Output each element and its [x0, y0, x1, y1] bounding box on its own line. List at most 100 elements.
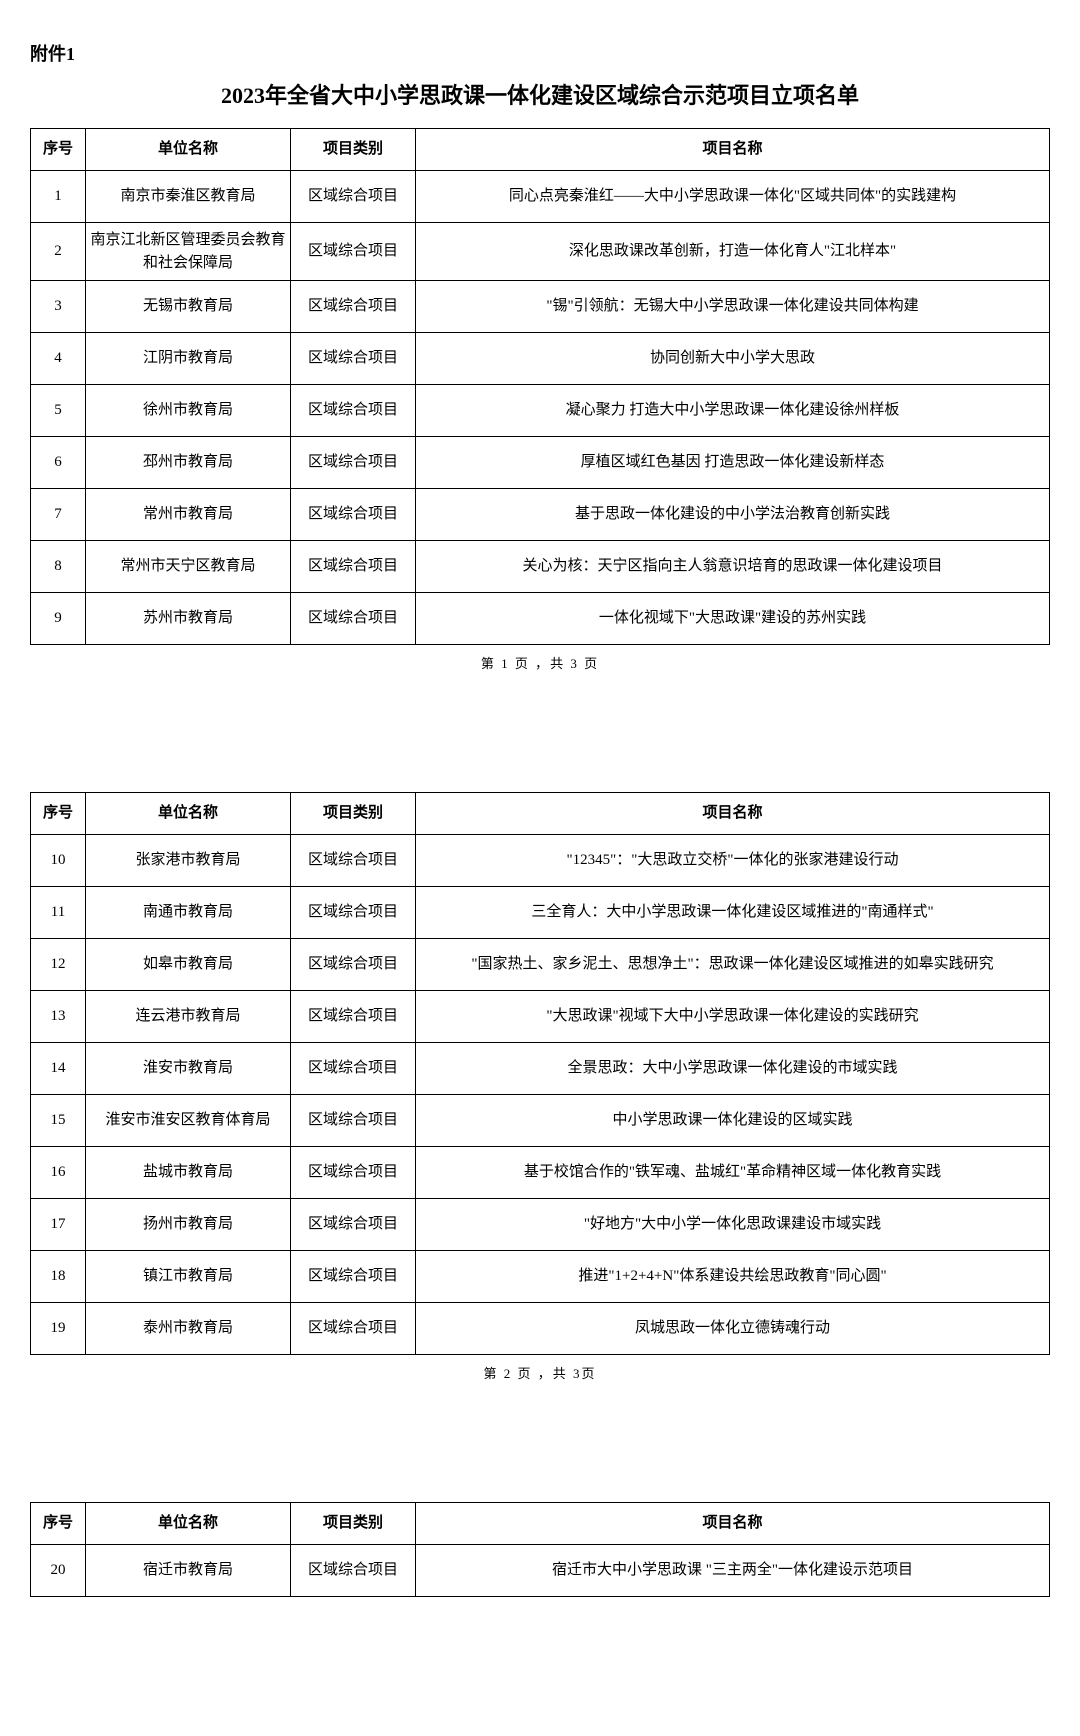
cell-cat: 区域综合项目	[291, 333, 416, 385]
cell-name: 基于思政一体化建设的中小学法治教育创新实践	[416, 489, 1050, 541]
header-idx: 序号	[31, 793, 86, 835]
cell-idx: 3	[31, 281, 86, 333]
table-row: 13连云港市教育局区域综合项目"大思政课"视域下大中小学思政课一体化建设的实践研…	[31, 991, 1050, 1043]
table-row: 19泰州市教育局区域综合项目凤城思政一体化立德铸魂行动	[31, 1303, 1050, 1355]
cell-name: 凤城思政一体化立德铸魂行动	[416, 1303, 1050, 1355]
header-unit: 单位名称	[86, 1503, 291, 1545]
cell-cat: 区域综合项目	[291, 939, 416, 991]
header-unit: 单位名称	[86, 793, 291, 835]
cell-idx: 11	[31, 887, 86, 939]
cell-name: "国家热土、家乡泥土、思想净土"：思政课一体化建设区域推进的如皋实践研究	[416, 939, 1050, 991]
table-row: 16盐城市教育局区域综合项目基于校馆合作的"铁军魂、盐城红"革命精神区域一体化教…	[31, 1147, 1050, 1199]
cell-idx: 16	[31, 1147, 86, 1199]
cell-unit: 南京江北新区管理委员会教育和社会保障局	[86, 223, 291, 281]
document-title: 2023年全省大中小学思政课一体化建设区域综合示范项目立项名单	[30, 78, 1050, 110]
table-row: 8常州市天宁区教育局区域综合项目关心为核：天宁区指向主人翁意识培育的思政课一体化…	[31, 541, 1050, 593]
table-row: 2南京江北新区管理委员会教育和社会保障局区域综合项目深化思政课改革创新，打造一体…	[31, 223, 1050, 281]
cell-cat: 区域综合项目	[291, 437, 416, 489]
project-table: 序号单位名称项目类别项目名称10张家港市教育局区域综合项目"12345"："大思…	[30, 792, 1050, 1355]
cell-cat: 区域综合项目	[291, 171, 416, 223]
cell-idx: 17	[31, 1199, 86, 1251]
cell-unit: 江阴市教育局	[86, 333, 291, 385]
cell-name: 关心为核：天宁区指向主人翁意识培育的思政课一体化建设项目	[416, 541, 1050, 593]
table-row: 7常州市教育局区域综合项目基于思政一体化建设的中小学法治教育创新实践	[31, 489, 1050, 541]
cell-cat: 区域综合项目	[291, 1043, 416, 1095]
table-row: 14淮安市教育局区域综合项目全景思政：大中小学思政课一体化建设的市域实践	[31, 1043, 1050, 1095]
cell-idx: 18	[31, 1251, 86, 1303]
cell-cat: 区域综合项目	[291, 1545, 416, 1597]
cell-unit: 连云港市教育局	[86, 991, 291, 1043]
cell-unit: 如皋市教育局	[86, 939, 291, 991]
cell-cat: 区域综合项目	[291, 489, 416, 541]
cell-cat: 区域综合项目	[291, 1147, 416, 1199]
header-cat: 项目类别	[291, 129, 416, 171]
cell-unit: 张家港市教育局	[86, 835, 291, 887]
cell-cat: 区域综合项目	[291, 1095, 416, 1147]
cell-name: 同心点亮秦淮红——大中小学思政课一体化"区域共同体"的实践建构	[416, 171, 1050, 223]
table-row: 11南通市教育局区域综合项目三全育人：大中小学思政课一体化建设区域推进的"南通样…	[31, 887, 1050, 939]
header-idx: 序号	[31, 1503, 86, 1545]
cell-cat: 区域综合项目	[291, 385, 416, 437]
cell-unit: 淮安市教育局	[86, 1043, 291, 1095]
cell-unit: 泰州市教育局	[86, 1303, 291, 1355]
table-header-row: 序号单位名称项目类别项目名称	[31, 1503, 1050, 1545]
cell-idx: 12	[31, 939, 86, 991]
cell-cat: 区域综合项目	[291, 281, 416, 333]
cell-unit: 淮安市淮安区教育体育局	[86, 1095, 291, 1147]
cell-unit: 盐城市教育局	[86, 1147, 291, 1199]
attachment-label: 附件1	[30, 40, 1050, 66]
cell-name: 协同创新大中小学大思政	[416, 333, 1050, 385]
cell-cat: 区域综合项目	[291, 835, 416, 887]
cell-idx: 14	[31, 1043, 86, 1095]
cell-unit: 徐州市教育局	[86, 385, 291, 437]
page-number-note: 第 2 页 ，共 3页	[30, 1363, 1050, 1382]
cell-name: 一体化视域下"大思政课"建设的苏州实践	[416, 593, 1050, 645]
header-idx: 序号	[31, 129, 86, 171]
cell-unit: 常州市天宁区教育局	[86, 541, 291, 593]
table-row: 6邳州市教育局区域综合项目厚植区域红色基因 打造思政一体化建设新样态	[31, 437, 1050, 489]
cell-unit: 宿迁市教育局	[86, 1545, 291, 1597]
cell-unit: 苏州市教育局	[86, 593, 291, 645]
cell-name: 基于校馆合作的"铁军魂、盐城红"革命精神区域一体化教育实践	[416, 1147, 1050, 1199]
cell-unit: 南通市教育局	[86, 887, 291, 939]
cell-cat: 区域综合项目	[291, 887, 416, 939]
header-name: 项目名称	[416, 1503, 1050, 1545]
cell-cat: 区域综合项目	[291, 541, 416, 593]
cell-idx: 15	[31, 1095, 86, 1147]
page-number-note: 第 1 页 ，共 3 页	[30, 653, 1050, 672]
table-row: 17扬州市教育局区域综合项目"好地方"大中小学一体化思政课建设市域实践	[31, 1199, 1050, 1251]
header-cat: 项目类别	[291, 1503, 416, 1545]
cell-idx: 6	[31, 437, 86, 489]
cell-name: 三全育人：大中小学思政课一体化建设区域推进的"南通样式"	[416, 887, 1050, 939]
header-cat: 项目类别	[291, 793, 416, 835]
table-row: 9苏州市教育局区域综合项目一体化视域下"大思政课"建设的苏州实践	[31, 593, 1050, 645]
table-row: 18镇江市教育局区域综合项目推进"1+2+4+N"体系建设共绘思政教育"同心圆"	[31, 1251, 1050, 1303]
cell-name: 宿迁市大中小学思政课 "三主两全"一体化建设示范项目	[416, 1545, 1050, 1597]
table-row: 12如皋市教育局区域综合项目"国家热土、家乡泥土、思想净土"：思政课一体化建设区…	[31, 939, 1050, 991]
table-row: 15淮安市淮安区教育体育局区域综合项目中小学思政课一体化建设的区域实践	[31, 1095, 1050, 1147]
table-row: 3无锡市教育局区域综合项目"锡"引领航：无锡大中小学思政课一体化建设共同体构建	[31, 281, 1050, 333]
cell-name: 深化思政课改革创新，打造一体化育人"江北样本"	[416, 223, 1050, 281]
cell-name: 中小学思政课一体化建设的区域实践	[416, 1095, 1050, 1147]
cell-cat: 区域综合项目	[291, 223, 416, 281]
table-row: 20宿迁市教育局区域综合项目宿迁市大中小学思政课 "三主两全"一体化建设示范项目	[31, 1545, 1050, 1597]
cell-name: "好地方"大中小学一体化思政课建设市域实践	[416, 1199, 1050, 1251]
cell-name: "锡"引领航：无锡大中小学思政课一体化建设共同体构建	[416, 281, 1050, 333]
cell-idx: 10	[31, 835, 86, 887]
header-name: 项目名称	[416, 793, 1050, 835]
table-header-row: 序号单位名称项目类别项目名称	[31, 129, 1050, 171]
cell-idx: 13	[31, 991, 86, 1043]
cell-idx: 5	[31, 385, 86, 437]
cell-idx: 7	[31, 489, 86, 541]
cell-idx: 1	[31, 171, 86, 223]
cell-idx: 19	[31, 1303, 86, 1355]
cell-unit: 镇江市教育局	[86, 1251, 291, 1303]
table-row: 1南京市秦淮区教育局区域综合项目同心点亮秦淮红——大中小学思政课一体化"区域共同…	[31, 171, 1050, 223]
cell-idx: 8	[31, 541, 86, 593]
tables-container: 序号单位名称项目类别项目名称1南京市秦淮区教育局区域综合项目同心点亮秦淮红——大…	[30, 128, 1050, 1597]
cell-name: "12345"："大思政立交桥"一体化的张家港建设行动	[416, 835, 1050, 887]
cell-unit: 无锡市教育局	[86, 281, 291, 333]
header-unit: 单位名称	[86, 129, 291, 171]
cell-idx: 4	[31, 333, 86, 385]
cell-name: 全景思政：大中小学思政课一体化建设的市域实践	[416, 1043, 1050, 1095]
